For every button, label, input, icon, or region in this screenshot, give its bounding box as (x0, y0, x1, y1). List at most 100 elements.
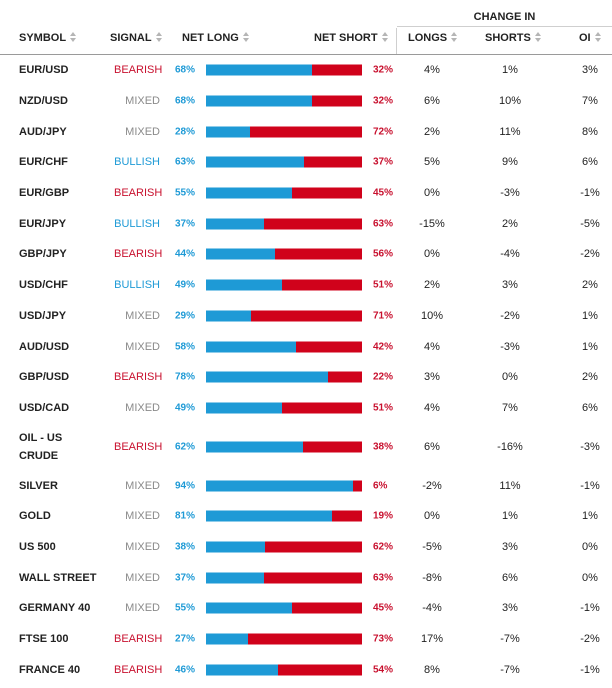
net-long-percent: 37% (175, 218, 196, 230)
symbol-cell[interactable]: USD/JPY (19, 309, 67, 322)
longs-change-cell: 4% (424, 64, 440, 77)
signal-cell: MIXED (125, 401, 160, 414)
net-long-percent: 55% (175, 602, 196, 614)
table-body: EUR/USD BEARISH 68% 32% 4% 1% 3% NZD/USD MIXED 68… (0, 55, 612, 685)
table-row[interactable]: FTSE 100 BEARISH 27% 73% 17% -7% -2% (0, 624, 612, 655)
sentiment-bar (206, 441, 362, 453)
table-row[interactable]: OIL - US CRUDE BEARISH 62% 38% 6% -16% -3% (0, 423, 612, 470)
oi-column-header[interactable]: OI (579, 32, 602, 44)
symbol-cell[interactable]: OIL - US CRUDE (19, 431, 63, 462)
symbol-cell[interactable]: GERMANY 40 (19, 602, 91, 615)
net-long-percent: 49% (175, 402, 196, 414)
symbol-cell[interactable]: USD/CHF (19, 279, 68, 292)
table-row[interactable]: AUD/JPY MIXED 28% 72% 2% 11% 8% (0, 116, 612, 147)
sort-icon (155, 32, 163, 43)
table-row[interactable]: SILVER MIXED 94% 6% -2% 11% -1% (0, 470, 612, 501)
longs-change-cell: 17% (420, 633, 444, 646)
symbol-cell[interactable]: EUR/CHF (19, 156, 68, 169)
table-row[interactable]: FRANCE 40 BEARISH 46% 54% 8% -7% -1% (0, 654, 612, 685)
sentiment-bar (206, 187, 362, 199)
symbol-cell[interactable]: FRANCE 40 (19, 663, 81, 676)
longs-change-cell: -2% (422, 479, 442, 492)
signal-cell: MIXED (125, 340, 160, 353)
symbol-cell[interactable]: NZD/USD (19, 95, 68, 108)
sentiment-bar (206, 156, 362, 168)
table-row[interactable]: EUR/USD BEARISH 68% 32% 4% 1% 3% (0, 55, 612, 86)
sentiment-bar (206, 572, 362, 584)
symbol-cell[interactable]: GOLD (19, 510, 51, 523)
table-row[interactable]: AUD/USD MIXED 58% 42% 4% -3% 1% (0, 331, 612, 362)
table-row[interactable]: GBP/USD BEARISH 78% 22% 3% 0% 2% (0, 362, 612, 393)
symbol-cell[interactable]: GBP/USD (19, 371, 70, 384)
longs-change-cell: 3% (424, 371, 440, 384)
net-short-percent: 6% (373, 480, 388, 492)
net-short-percent: 73% (373, 633, 394, 645)
shorts-column-header[interactable]: SHORTS (485, 32, 542, 44)
symbol-cell[interactable]: EUR/USD (19, 64, 69, 77)
shorts-change-cell: -4% (500, 248, 520, 261)
net-long-fill (206, 126, 250, 138)
shorts-change-cell: -7% (500, 663, 520, 676)
net-short-percent: 42% (373, 341, 394, 353)
sentiment-bar (206, 64, 362, 76)
net-short-percent: 62% (373, 541, 394, 553)
longs-change-cell: -4% (422, 602, 442, 615)
signal-column-header[interactable]: SIGNAL (110, 32, 163, 44)
sentiment-bar (206, 248, 362, 260)
symbol-cell[interactable]: EUR/GBP (19, 187, 70, 200)
table-row[interactable]: USD/CHF BULLISH 49% 51% 2% 3% 2% (0, 270, 612, 301)
longs-header-label: LONGS (408, 32, 448, 44)
longs-change-cell: 5% (424, 156, 440, 169)
net-short-percent: 56% (373, 248, 394, 260)
table-row[interactable]: EUR/JPY BULLISH 37% 63% -15% 2% -5% (0, 208, 612, 239)
signal-cell: BEARISH (114, 248, 163, 261)
symbol-cell[interactable]: GBP/JPY (19, 248, 67, 261)
net-long-percent: 62% (175, 441, 196, 453)
longs-change-cell: 0% (424, 510, 440, 523)
shorts-change-cell: -3% (500, 187, 520, 200)
symbol-cell[interactable]: EUR/JPY (19, 217, 67, 230)
sentiment-bar (206, 602, 362, 614)
net-long-percent: 55% (175, 187, 196, 199)
table-row[interactable]: GBP/JPY BEARISH 44% 56% 0% -4% -2% (0, 239, 612, 270)
symbol-cell[interactable]: SILVER (19, 479, 58, 492)
symbol-column-header[interactable]: SYMBOL (19, 32, 77, 44)
symbol-cell[interactable]: USD/CAD (19, 401, 70, 414)
net-long-percent: 58% (175, 341, 196, 353)
net-long-percent: 68% (175, 95, 196, 107)
table-row[interactable]: US 500 MIXED 38% 62% -5% 3% 0% (0, 532, 612, 563)
net-long-fill (206, 64, 313, 76)
symbol-cell[interactable]: WALL STREET (19, 571, 97, 584)
sentiment-bar (206, 371, 362, 383)
net-long-fill (206, 602, 292, 614)
sort-icon (242, 32, 250, 43)
table-row[interactable]: EUR/GBP BEARISH 55% 45% 0% -3% -1% (0, 178, 612, 209)
longs-column-header[interactable]: LONGS (408, 32, 458, 44)
symbol-cell[interactable]: US 500 (19, 540, 56, 553)
shorts-change-cell: -2% (500, 309, 520, 322)
net-long-column-header[interactable]: NET LONG (182, 32, 250, 44)
symbol-cell[interactable]: FTSE 100 (19, 633, 69, 646)
net-long-fill (206, 341, 297, 353)
sentiment-bar (206, 310, 362, 322)
table-row[interactable]: USD/CAD MIXED 49% 51% 4% 7% 6% (0, 393, 612, 424)
oi-change-cell: 6% (582, 156, 598, 169)
net-long-fill (206, 187, 292, 199)
shorts-change-cell: 1% (502, 510, 518, 523)
symbol-cell[interactable]: AUD/USD (19, 340, 70, 353)
table-row[interactable]: NZD/USD MIXED 68% 32% 6% 10% 7% (0, 86, 612, 117)
net-short-column-header[interactable]: NET SHORT (314, 32, 389, 44)
oi-change-cell: -5% (580, 217, 600, 230)
net-long-percent: 29% (175, 310, 196, 322)
sentiment-bar (206, 279, 362, 291)
table-row[interactable]: EUR/CHF BULLISH 63% 37% 5% 9% 6% (0, 147, 612, 178)
table-row[interactable]: GERMANY 40 MIXED 55% 45% -4% 3% -1% (0, 593, 612, 624)
symbol-cell[interactable]: AUD/JPY (19, 125, 67, 138)
signal-cell: MIXED (125, 479, 160, 492)
oi-change-cell: 1% (582, 510, 598, 523)
table-row[interactable]: USD/JPY MIXED 29% 71% 10% -2% 1% (0, 301, 612, 332)
longs-change-cell: 6% (424, 95, 440, 108)
table-row[interactable]: GOLD MIXED 81% 19% 0% 1% 1% (0, 501, 612, 532)
net-short-percent: 51% (373, 279, 394, 291)
table-row[interactable]: WALL STREET MIXED 37% 63% -8% 6% 0% (0, 562, 612, 593)
